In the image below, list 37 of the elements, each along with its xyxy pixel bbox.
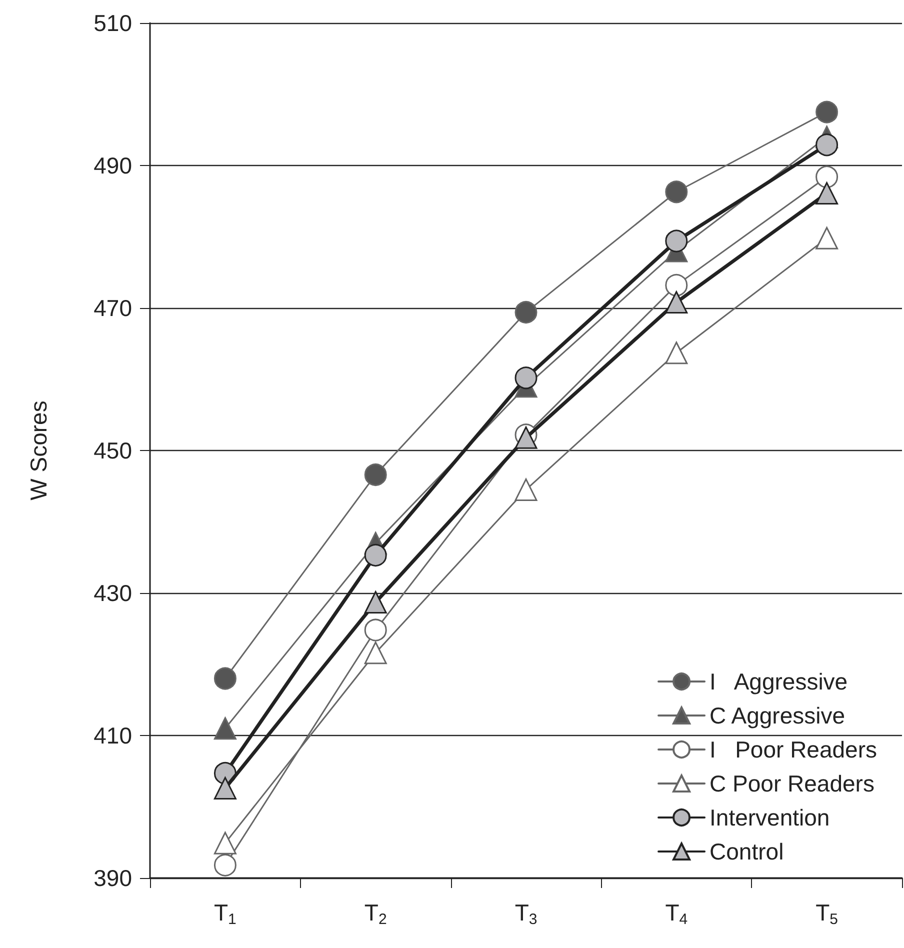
point <box>816 226 838 250</box>
point <box>214 854 236 876</box>
legend-label: I Aggressive <box>710 668 848 694</box>
point <box>665 274 688 296</box>
point <box>214 667 236 690</box>
point <box>665 230 688 252</box>
point <box>364 642 387 664</box>
point <box>514 301 538 324</box>
legend-label: C Aggressive <box>710 702 846 728</box>
y-axis-title: W Scores <box>26 400 52 500</box>
legend-label: I Poor Readers <box>710 736 877 762</box>
point <box>364 544 387 566</box>
point <box>514 366 538 390</box>
point <box>816 182 838 205</box>
point <box>214 717 236 740</box>
point <box>816 166 838 188</box>
point <box>665 180 688 204</box>
y-tick-label: 450 <box>94 438 132 464</box>
legend-label: Control <box>710 838 784 864</box>
point <box>816 134 838 156</box>
y-tick-label: 390 <box>94 865 132 891</box>
point <box>364 618 387 642</box>
y-tick-label: 470 <box>94 295 132 321</box>
y-tick-label: 430 <box>94 580 132 606</box>
point <box>816 100 838 124</box>
point <box>665 342 688 364</box>
point <box>214 776 236 800</box>
point <box>364 463 387 486</box>
point <box>214 832 236 854</box>
legend-label: C Poor Readers <box>710 770 874 796</box>
point <box>665 291 688 314</box>
y-tick-label: 410 <box>94 722 132 748</box>
y-tick-label: 490 <box>94 152 132 178</box>
point <box>514 478 538 501</box>
point <box>364 591 387 614</box>
y-tick-label: 510 <box>94 10 132 36</box>
legend-label: Intervention <box>710 804 830 830</box>
